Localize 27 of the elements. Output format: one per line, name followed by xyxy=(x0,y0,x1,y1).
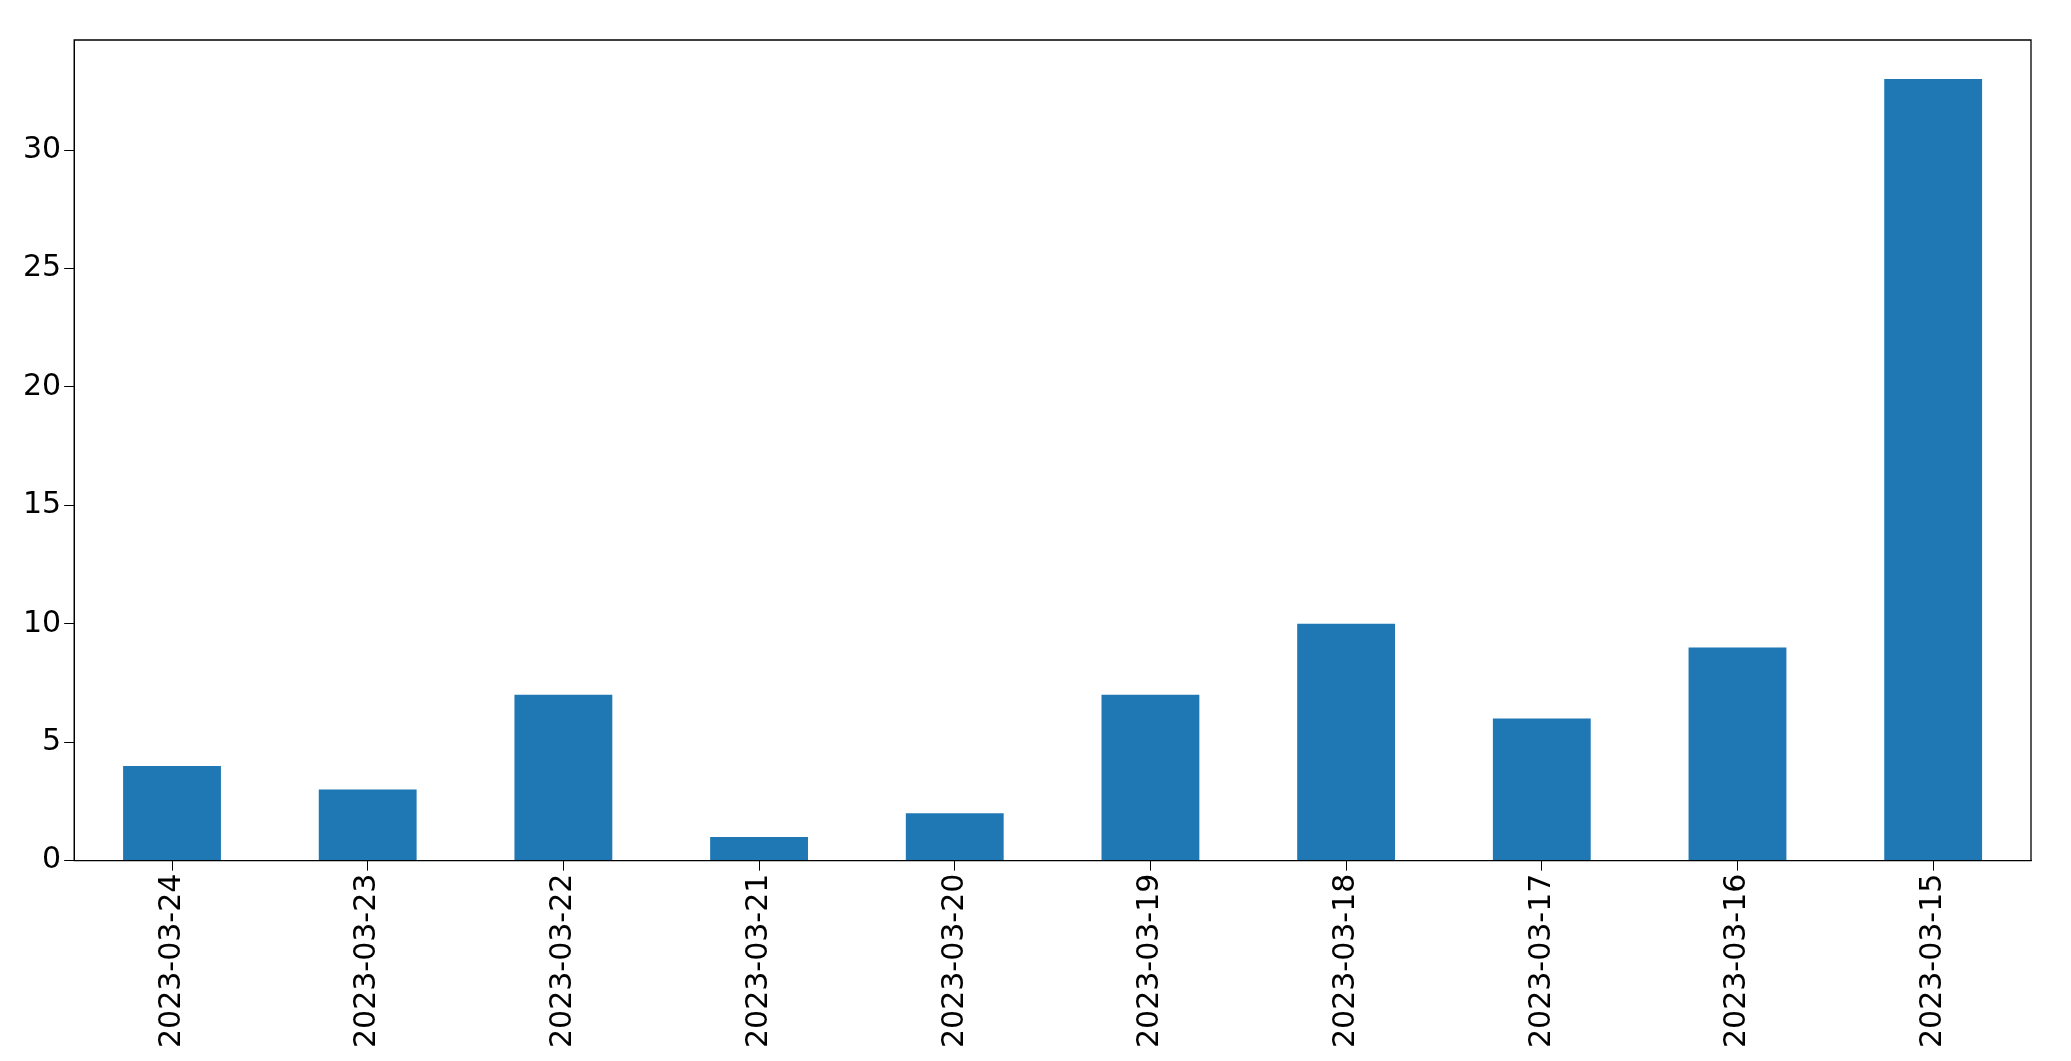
bar xyxy=(905,813,1004,861)
y-tick-label: 10 xyxy=(22,603,62,639)
y-tick-label: 25 xyxy=(22,248,62,284)
x-tick-label: 2023-03-21 xyxy=(738,873,774,1049)
bar xyxy=(1101,694,1200,861)
bar xyxy=(1884,79,1983,861)
x-tick-label: 2023-03-24 xyxy=(151,873,187,1049)
x-tick-label: 2023-03-22 xyxy=(543,873,579,1049)
bar xyxy=(514,694,613,861)
bar xyxy=(123,765,221,861)
y-tick-label: 15 xyxy=(22,485,62,521)
x-tick-label: 2023-03-20 xyxy=(934,873,970,1049)
x-tick-label: 2023-03-16 xyxy=(1717,873,1753,1049)
bar xyxy=(710,836,808,861)
x-tick-label: 2023-03-19 xyxy=(1130,873,1166,1049)
bar xyxy=(1492,718,1591,861)
y-tick-label: 20 xyxy=(22,366,62,402)
x-tick-label: 2023-03-15 xyxy=(1912,873,1948,1049)
x-tick-label: 2023-03-23 xyxy=(347,873,383,1049)
bar xyxy=(1297,623,1396,861)
bar xyxy=(1688,647,1787,861)
bar xyxy=(318,789,417,861)
y-tick-label: 0 xyxy=(42,840,62,876)
x-tick-label: 2023-03-18 xyxy=(1325,873,1361,1049)
y-tick-label: 30 xyxy=(22,129,62,165)
y-tick-label: 5 xyxy=(42,722,62,758)
x-tick-label: 2023-03-17 xyxy=(1521,873,1557,1049)
